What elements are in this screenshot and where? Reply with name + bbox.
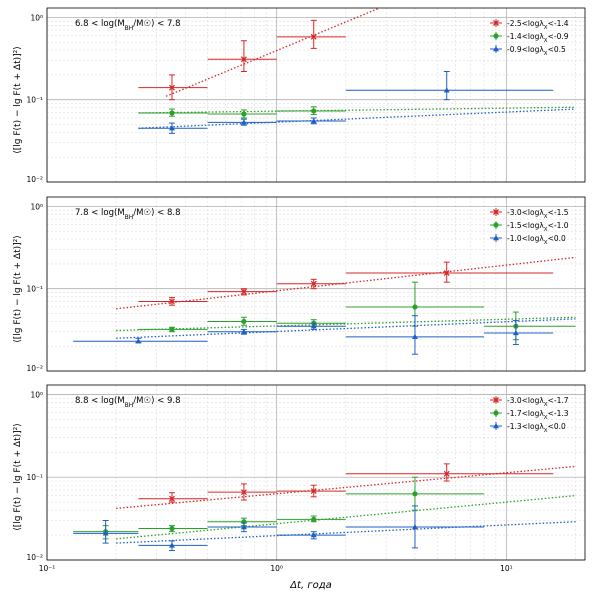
x-axis-label: Δt, года [289, 580, 332, 591]
y-tick-label: 10⁰ [30, 390, 43, 399]
legend-marker [493, 46, 499, 52]
series-green [138, 106, 576, 119]
y-axis-label-2: ⟨[lg F(t) − lg F(t + Δt)]²⟩ [13, 235, 23, 342]
data-point-marker [169, 84, 175, 91]
legend-label: -3.0<logλX<-1.5 [507, 208, 569, 220]
legend-marker [493, 423, 499, 429]
series-blue [73, 315, 576, 355]
legend-marker [493, 235, 499, 241]
series-blue [138, 71, 576, 134]
data-layer [73, 463, 576, 552]
legend-label: -1.7<logλX<-1.3 [507, 409, 569, 421]
y-tick-label: 10⁰ [30, 13, 43, 22]
y-axis-label-3: ⟨[lg F(t) − lg F(t + Δt)]²⟩ [13, 423, 23, 530]
panel-title: 7.8 < log(MBH/M☉) < 8.8 [75, 208, 180, 221]
data-point-marker [310, 488, 317, 495]
data-point-marker [512, 329, 519, 336]
chart-panel-3: 10⁻² 10⁻¹ 10⁰ 10⁻¹ 10⁰ 10¹ 8.8 < log(MBH/M☉) <… [26, 384, 586, 573]
fit-line [138, 108, 576, 129]
data-point-marker [240, 524, 247, 530]
data-point-marker [443, 87, 450, 93]
data-point-marker [310, 33, 317, 40]
y-tick-label: 10⁻² [26, 553, 43, 562]
data-point-marker [310, 118, 317, 124]
chart-panel-2: 10⁻² 10⁻¹ 10⁰ 7.8 < log(MBH/M☉) < 8.8 -3.0<l… [26, 196, 586, 373]
series-green [73, 476, 576, 540]
data-point-marker [311, 516, 317, 522]
data-point-marker [169, 495, 175, 502]
legend: -3.0<logλX<-1.5-1.5<logλX<-1.0-1.0<logλX… [490, 208, 569, 246]
data-point-marker [411, 333, 418, 340]
series-red [116, 463, 576, 510]
data-point-marker [240, 288, 247, 295]
legend-marker [493, 410, 499, 416]
x-tick-label: 10¹ [500, 564, 513, 573]
legend-label: -2.5<logλX<-1.4 [507, 19, 569, 31]
data-point-marker [412, 491, 418, 497]
data-point-marker [310, 280, 317, 287]
legend-marker [493, 397, 499, 403]
fit-line [165, 8, 382, 97]
legend-label: -1.3<logλX<0.0 [507, 422, 566, 434]
data-point-marker [443, 270, 450, 276]
data-point-marker [443, 470, 450, 477]
data-point-marker [240, 119, 247, 125]
legend-marker [493, 20, 499, 26]
series-blue [73, 505, 576, 552]
x-tick-label: 10⁰ [270, 564, 283, 573]
y-tick-label: 10⁻¹ [26, 96, 43, 105]
chart-panel-1: 10⁻² 10⁻¹ 10⁰ 6.8 < log(MBH/M☉) < 7.8 -2.5<l… [26, 7, 586, 184]
series-red [138, 8, 382, 101]
data-point-marker [412, 304, 418, 310]
y-tick-label: 10⁻¹ [26, 473, 43, 482]
data-point-marker [169, 326, 175, 333]
legend-label: -1.4<logλX<-0.9 [507, 32, 569, 44]
series-red [116, 256, 576, 310]
data-point-marker [169, 110, 175, 116]
legend-marker [493, 33, 499, 39]
data-point-marker [169, 525, 175, 532]
legend-label: -0.9<logλX<0.5 [507, 45, 566, 57]
fit-line [138, 106, 576, 114]
y-tick-label: 10⁻² [26, 364, 43, 373]
data-point-marker [135, 338, 142, 344]
data-point-marker [241, 318, 247, 325]
plot-area-frame [46, 384, 586, 561]
plot-area-frame [46, 196, 586, 372]
legend-marker [493, 222, 499, 228]
data-point-marker [240, 56, 247, 63]
data-layer [73, 256, 576, 355]
legend: -3.0<logλX<-1.7-1.7<logλX<-1.3-1.3<logλX… [490, 396, 569, 434]
x-tick-label: 10⁻¹ [39, 564, 56, 573]
panel-title: 8.8 < log(MBH/M☉) < 9.8 [75, 396, 180, 409]
data-point-marker [311, 108, 317, 114]
data-point-marker [102, 530, 109, 536]
data-point-marker [169, 298, 175, 305]
plot-area-frame [46, 7, 586, 183]
legend: -2.5<logλX<-1.4-1.4<logλX<-0.9-0.9<logλX… [490, 19, 569, 57]
data-point-marker [241, 111, 247, 117]
y-axis-label: ⟨[lg F(t) − lg F(t + Δt)]²⟩ [13, 46, 23, 153]
legend-marker [493, 209, 499, 215]
fit-line [116, 316, 576, 332]
data-layer [138, 8, 576, 134]
y-tick-label: 10⁰ [30, 202, 43, 211]
panel-title: 6.8 < log(MBH/M☉) < 7.8 [75, 19, 180, 32]
y-tick-label: 10⁻² [26, 175, 43, 184]
legend-label: -1.5<logλX<-1.0 [507, 221, 569, 233]
fit-line [116, 256, 576, 310]
legend-label: -3.0<logλX<-1.7 [507, 396, 569, 408]
data-point-marker [310, 532, 317, 538]
data-point-marker [168, 125, 175, 131]
y-tick-label: 10⁻¹ [26, 285, 43, 294]
data-point-marker [310, 323, 317, 329]
data-point-marker [168, 542, 175, 548]
legend-label: -1.0<logλX<0.0 [507, 234, 566, 246]
data-point-marker [240, 489, 247, 496]
data-point-marker [411, 524, 418, 530]
data-point-marker [240, 328, 247, 334]
series-green [116, 281, 576, 341]
